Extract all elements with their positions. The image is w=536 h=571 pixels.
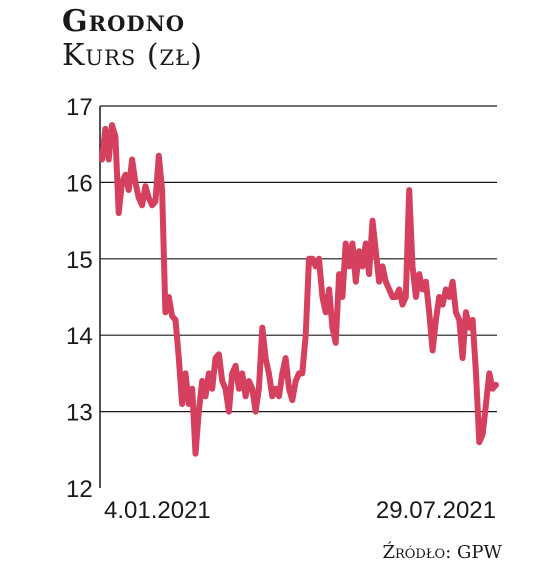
grid-lines xyxy=(99,105,497,488)
y-tick-label: 14 xyxy=(66,323,93,350)
series-line xyxy=(99,122,499,457)
y-axis-ticks: 12 13 14 15 16 17 xyxy=(66,94,93,503)
x-tick-label: 29.07.2021 xyxy=(376,497,496,524)
chart-title: Grodno xyxy=(62,4,186,39)
y-tick-label: 13 xyxy=(66,400,93,427)
y-tick-label: 17 xyxy=(66,94,93,121)
y-tick-label: 16 xyxy=(66,170,93,197)
chart-subtitle: Kurs (zł) xyxy=(62,38,203,73)
x-axis-ticks: 4.01.2021 29.07.2021 xyxy=(104,497,496,524)
x-tick-label: 4.01.2021 xyxy=(104,497,211,524)
source-note: Źródło: GPW xyxy=(382,542,502,563)
series-group xyxy=(99,122,499,457)
y-tick-label: 15 xyxy=(66,247,93,274)
y-tick-label: 12 xyxy=(66,476,93,503)
